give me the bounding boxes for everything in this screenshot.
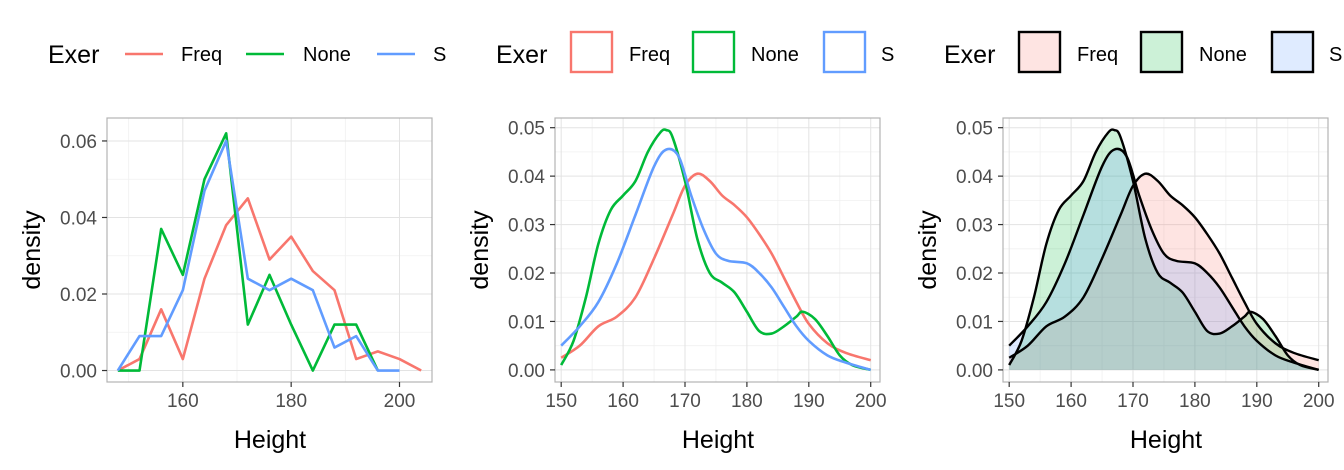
y-tick-label: 0.03 [508,216,545,237]
x-tick-label: 180 [731,391,763,412]
legend-key-s [822,30,867,74]
legend-label-s: S [433,44,446,66]
series-line-freq [560,172,872,362]
legend-key-none [691,30,736,74]
legend-label-s: S [881,44,894,66]
legend-title: Exer [944,41,995,69]
legend-label-s: S [1329,44,1342,66]
y-tick-label: 0.04 [956,167,993,188]
y-tick-label: 0.06 [60,132,97,153]
density-area-s [1009,148,1319,370]
x-tick-label: 170 [1117,391,1149,412]
y-tick-label: 0.04 [508,167,545,188]
y-axis-title-3: density [914,210,942,290]
series-line-s [116,139,400,372]
legend-label-none: None [1199,44,1247,66]
legend-key-freq [569,30,614,74]
series-line-none [117,132,380,372]
y-tick-label: 0.01 [508,312,545,333]
x-tick-label: 160 [607,391,639,412]
series-line-s [560,147,872,372]
x-tick-label: 180 [275,391,307,412]
legend-2: Exer Freq None S [496,30,894,74]
y-axis-title-1: density [18,210,46,290]
legend-key-s [1270,30,1315,74]
x-tick-label: 190 [1241,391,1273,412]
x-axis-title-1: Height [234,426,306,454]
x-tick-label: 180 [1179,391,1211,412]
x-tick-label: 190 [793,391,825,412]
x-tick-label: 170 [669,391,701,412]
plot-area-1: 160 180 200 0.00 0.02 0.04 0.06 [60,117,433,412]
density-area-none [1009,129,1319,370]
x-tick-label: 200 [1303,391,1335,412]
y-tick-label: 0.00 [956,361,993,382]
x-tick-label: 160 [167,391,199,412]
series-line-freq [117,197,422,372]
x-tick-label: 150 [993,391,1025,412]
panel-2: Exer Freq None S 150 160 170 180 190 200 0.00 0… [466,30,894,454]
y-axis-title-2: density [466,210,494,290]
legend-title: Exer [496,41,547,69]
plot-area-3: 150 160 170 180 190 200 0.00 0.01 0.02 0.03 0.04 0.… [956,117,1335,412]
y-tick-label: 0.02 [60,285,97,306]
y-tick-label: 0.01 [956,312,993,333]
legend-label-freq: Freq [1077,44,1118,66]
y-tick-label: 0.02 [508,264,545,285]
panel-border [1002,117,1329,383]
x-axis-title-3: Height [1130,426,1202,454]
y-tick-label: 0.02 [956,264,993,285]
legend-key-freq [1017,30,1062,74]
density-outline-freq [1008,172,1320,362]
density-outline-none [1008,128,1320,372]
plot-area-2: 150 160 170 180 190 200 0.00 0.01 0.02 0.03 0.04 0.… [508,117,887,412]
legend-label-freq: Freq [629,44,670,66]
x-tick-label: 150 [545,391,577,412]
legend-label-freq: Freq [181,44,222,66]
legend-3: Exer Freq None S [944,30,1342,74]
x-tick-label: 200 [855,391,887,412]
x-tick-label: 160 [1055,391,1087,412]
density-outline-s [1008,147,1320,372]
legend-1: Exer Freq None S [48,41,446,69]
y-tick-label: 0.04 [60,208,97,229]
legend-label-none: None [751,44,799,66]
y-tick-label: 0.03 [956,216,993,237]
series-line-none [560,128,872,372]
y-tick-label: 0.05 [956,119,993,140]
y-tick-label: 0.00 [508,361,545,382]
panel-3: Exer Freq None S 150 160 170 180 190 200 0.00 0… [914,30,1342,454]
panel-border [106,117,433,383]
panel-border [554,117,881,383]
legend-label-none: None [303,44,351,66]
legend-title: Exer [48,41,99,69]
y-tick-label: 0.05 [508,119,545,140]
legend-key-none [1139,30,1184,74]
x-tick-label: 200 [384,391,416,412]
y-tick-label: 0.00 [60,362,97,383]
x-axis-title-2: Height [682,426,754,454]
panel-1: Exer Freq None S 160 180 200 0.00 0.02 0.04 0.… [18,41,446,454]
